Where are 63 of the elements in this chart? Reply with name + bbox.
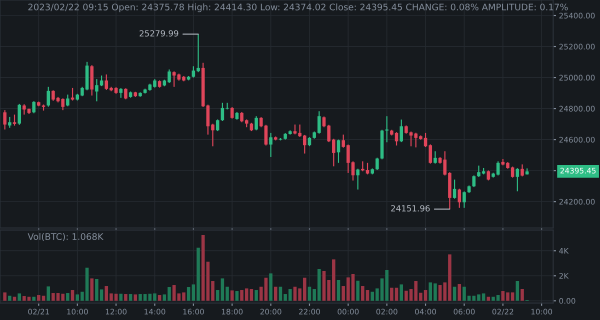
candlestick [172,70,176,88]
candlestick [18,103,21,126]
bar [32,296,36,301]
candlestick [486,170,490,181]
candlestick [12,114,16,126]
annotation: 24151.96 [391,205,430,212]
bar [119,294,123,301]
candlestick [462,190,466,208]
chart-title: Vol(BTC): 1.068K [28,233,104,242]
bar [230,290,234,301]
bar [458,284,462,301]
bar [66,293,70,301]
bar [90,278,94,301]
candlestick [385,116,388,143]
candlestick [32,100,36,114]
candlestick [400,119,404,143]
bar [235,291,239,301]
candlestick [8,116,12,128]
bar [46,286,50,301]
chart-title: 2023/02/22 09:15 Open: 24375.78 High: 24414.30 Low: 24374.02 Close: 24395.45 CHANGE: 0.08% AMPLITUDE: 0.17% [28,3,568,12]
bar [124,294,128,301]
candlestick [119,88,123,98]
candlestick [520,164,524,177]
bar [216,290,220,301]
bar [186,287,190,301]
candlestick [124,88,128,100]
candlestick [3,110,6,130]
bar [269,273,272,301]
bar [201,234,205,301]
candlestick [336,139,340,164]
bar [158,295,162,301]
bar [8,296,12,301]
bar [70,290,74,301]
bar [254,290,258,301]
bar [134,294,138,301]
candlestick [516,168,520,192]
bar [486,296,490,301]
candlestick [356,168,360,190]
annotation: 25279.99 [140,30,178,37]
candlestick [216,118,220,132]
bar [336,280,340,301]
candlestick [66,94,70,107]
candlestick [472,174,476,188]
bar [356,280,360,301]
bar [18,293,21,301]
bar [516,281,520,301]
bar [3,292,6,301]
candlestick [254,116,258,131]
candlestick [90,64,94,96]
bar [12,296,16,301]
candlestick [46,86,50,108]
bar [520,289,524,301]
bar [452,286,456,301]
bar [128,294,132,301]
candlestick [376,157,379,171]
bar [274,286,278,301]
candlestick [434,150,437,164]
bar [400,284,404,301]
candlestick [269,132,272,158]
bar [172,285,176,301]
candlestick [458,188,462,208]
candlestick [452,179,456,200]
candlestick [230,106,234,120]
